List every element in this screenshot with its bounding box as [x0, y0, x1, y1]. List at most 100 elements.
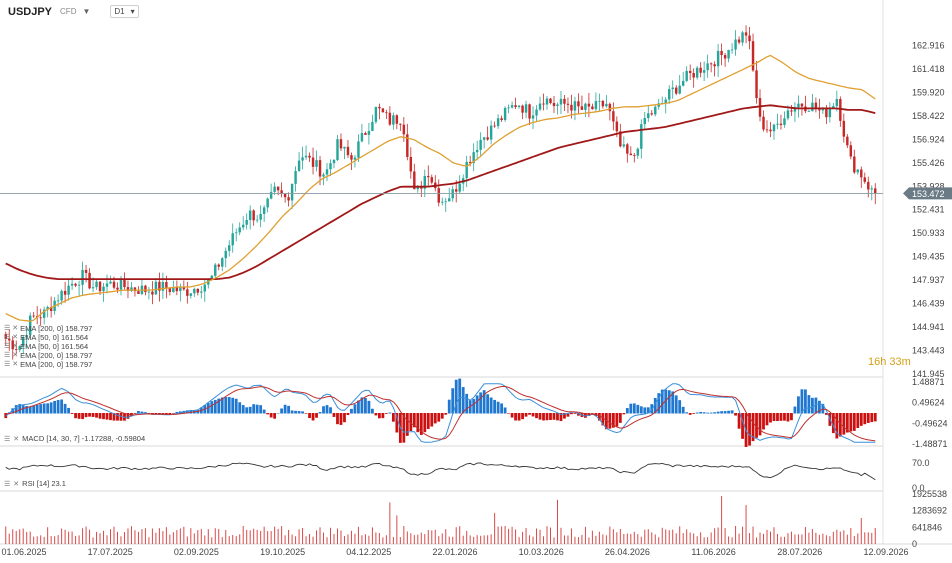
candle-body — [762, 116, 765, 130]
settings-icon[interactable]: ☰ — [4, 361, 11, 368]
volume-bar — [75, 535, 77, 544]
candle-body — [367, 131, 371, 135]
candle-body — [329, 163, 332, 170]
candle-body — [4, 334, 7, 339]
volume-bar — [619, 528, 621, 544]
candle-body — [123, 278, 126, 288]
close-icon[interactable]: ✕ — [12, 361, 19, 368]
settings-icon[interactable]: ☰ — [4, 435, 11, 443]
macd-bar — [405, 413, 409, 436]
close-icon[interactable]: ✕ — [13, 435, 20, 443]
volume-bar — [155, 532, 157, 544]
candle-body — [109, 281, 112, 284]
close-icon[interactable]: ✕ — [12, 334, 19, 341]
settings-icon[interactable]: ☰ — [4, 334, 11, 341]
volume-bar — [183, 526, 185, 544]
symbol-name[interactable]: USDJPY — [8, 5, 53, 18]
candle-body — [468, 161, 472, 164]
candle-body — [863, 177, 867, 182]
macd-bar — [852, 413, 856, 431]
volume-bar — [588, 537, 590, 544]
macd-bar — [322, 406, 325, 414]
macd-bar — [343, 413, 346, 423]
x-tick-label: 26.04.2026 — [605, 547, 650, 557]
volume-bar — [162, 531, 164, 544]
candle-body — [580, 106, 584, 110]
candle-body — [224, 250, 227, 259]
candle-body — [133, 287, 137, 292]
macd-bar — [102, 413, 105, 420]
candle-body — [238, 227, 241, 233]
macd-bar — [336, 413, 339, 425]
macd-bar — [625, 408, 629, 414]
rsi-label-row[interactable]: ☰ ✕ RSI [14] 23.1 — [4, 479, 66, 488]
volume-bar — [595, 535, 597, 544]
candle-body — [158, 281, 161, 291]
candle-body — [793, 107, 797, 112]
close-icon[interactable]: ✕ — [12, 352, 19, 359]
macd-bar — [503, 407, 507, 414]
candle-body — [255, 219, 259, 221]
candle-body — [165, 282, 168, 289]
indicator-row[interactable]: ☰ ✕ EMA [50, 0] 161.564 — [4, 342, 92, 351]
macd-bar — [231, 397, 235, 414]
macd-bar — [360, 397, 364, 414]
macd-bar — [245, 407, 249, 414]
close-icon[interactable]: ✕ — [13, 480, 20, 488]
candle-body — [535, 109, 538, 116]
volume-bar — [867, 532, 869, 544]
volume-bar — [368, 535, 370, 544]
volume-bar — [333, 533, 335, 544]
macd-bar — [454, 379, 458, 414]
macd-bar — [144, 412, 147, 414]
candle-body — [119, 278, 123, 290]
volume-bar — [103, 530, 105, 544]
settings-icon[interactable]: ☰ — [4, 480, 11, 488]
macd-bar — [804, 389, 807, 414]
indicator-row[interactable]: ☰ ✕ EMA [200, 0] 158.797 — [4, 360, 92, 369]
candle-body — [503, 107, 507, 121]
macd-bar — [294, 410, 297, 414]
macd-bar — [377, 413, 381, 419]
settings-icon[interactable]: ☰ — [4, 343, 11, 350]
indicator-row[interactable]: ☰ ✕ EMA [50, 0] 161.564 — [4, 333, 92, 342]
volume-bar — [759, 532, 761, 544]
macd-bar — [210, 401, 214, 414]
volume-bar — [274, 526, 276, 544]
settings-icon[interactable]: ☰ — [4, 325, 11, 332]
macd-label-row[interactable]: ☰ ✕ MACD [14, 30, 7] -1.17288, -0.59804 — [4, 434, 145, 443]
indicator-row[interactable]: ☰ ✕ EMA [200, 0] 158.797 — [4, 324, 92, 333]
volume-bar — [633, 531, 635, 544]
close-icon[interactable]: ✕ — [12, 343, 19, 350]
symbol-dropdown-icon[interactable]: ▼ — [82, 7, 91, 16]
candle-body — [688, 70, 692, 73]
close-icon[interactable]: ✕ — [12, 325, 19, 332]
macd-bar — [105, 413, 109, 420]
macd-bar — [618, 413, 622, 423]
indicator-row[interactable]: ☰ ✕ EMA [200, 0] 158.797 — [4, 351, 92, 360]
volume-bar — [731, 537, 733, 544]
candle-body — [489, 125, 493, 140]
volume-bar — [577, 537, 579, 544]
volume-bar — [110, 529, 112, 544]
y-tick-label: 143.443 — [912, 346, 945, 356]
volume-bar — [232, 534, 234, 544]
volume-bar — [438, 536, 440, 544]
candle-body — [179, 286, 182, 292]
volume-bar — [288, 529, 290, 544]
candle-body — [105, 283, 109, 287]
macd-bar — [758, 413, 762, 436]
volume-bar — [686, 529, 688, 544]
candle-body — [25, 335, 28, 338]
settings-icon[interactable]: ☰ — [4, 352, 11, 359]
candle-body — [681, 80, 685, 86]
timeframe-select[interactable]: D1 ▾ — [110, 5, 139, 18]
candle-body — [542, 103, 545, 105]
macd-tick-label: -1.48871 — [912, 439, 948, 449]
candle-body — [210, 275, 213, 280]
macd-bar — [280, 408, 284, 414]
candle-body — [46, 307, 49, 310]
macd-bar — [734, 413, 737, 416]
macd-bar — [213, 399, 217, 414]
